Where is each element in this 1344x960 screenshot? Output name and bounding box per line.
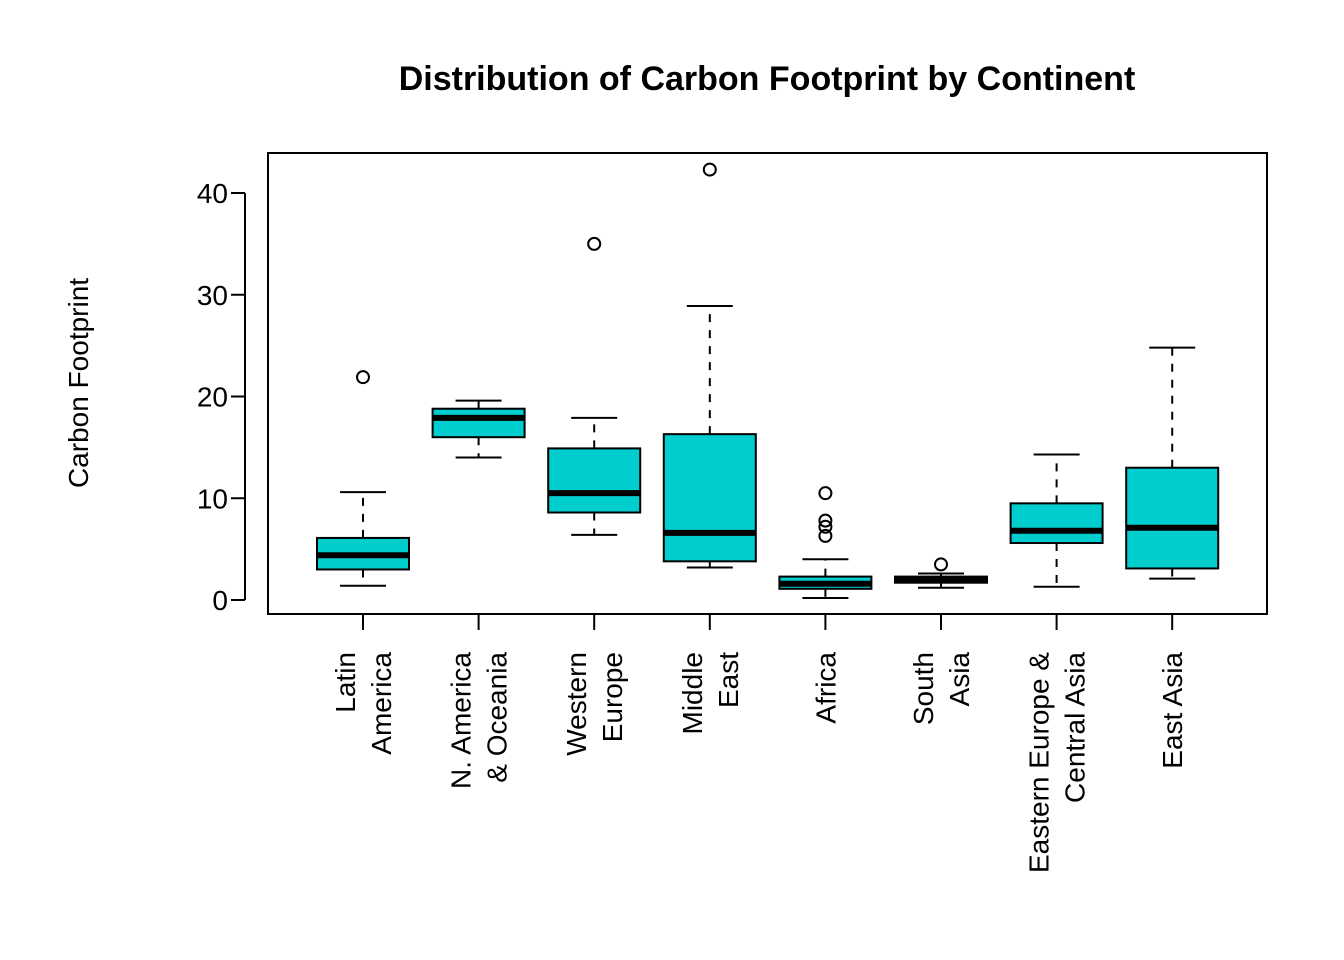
box-group — [547, 236, 642, 536]
box-group — [1125, 346, 1220, 580]
x-tick-label: & Oceania — [482, 652, 513, 783]
outlier-point — [818, 528, 833, 543]
y-tick-label: 0 — [212, 585, 228, 616]
x-tick-label: Europe — [597, 652, 628, 742]
box — [431, 407, 526, 439]
x-tick-label: Central Asia — [1060, 652, 1091, 803]
x-tick-label: East Asia — [1157, 652, 1188, 769]
box-group — [1009, 453, 1104, 588]
outlier-point — [587, 236, 602, 251]
box — [1125, 466, 1220, 570]
outlier-point — [818, 519, 833, 534]
box-group — [316, 370, 410, 587]
x-tick-label: Eastern Europe & — [1024, 652, 1055, 873]
x-tick-label: Asia — [944, 652, 975, 707]
box-group — [662, 162, 757, 569]
y-tick-label: 40 — [197, 178, 228, 209]
x-tick-label: Africa — [810, 652, 841, 724]
x-tick-label: America — [366, 652, 397, 755]
y-axis: 0 10 20 30 40 — [197, 178, 246, 616]
y-tick-label: 30 — [197, 280, 228, 311]
box — [1009, 502, 1104, 545]
x-tick-label: Latin — [330, 652, 361, 713]
outlier-point — [934, 557, 948, 572]
plot-frame — [267, 152, 1268, 615]
outlier-point — [818, 513, 833, 528]
y-tick-label: 20 — [197, 382, 228, 413]
x-tick-label: N. America — [446, 652, 477, 789]
x-tick-label: Middle — [677, 652, 708, 734]
boxes-group — [316, 162, 1220, 599]
box — [547, 447, 642, 514]
box-group — [894, 557, 988, 589]
y-axis-label: Carbon Footprint — [63, 278, 94, 488]
x-tick-label: East — [713, 652, 744, 708]
box-group — [431, 399, 526, 459]
outlier-point — [702, 162, 717, 177]
outlier-point — [356, 370, 370, 385]
box-group — [778, 486, 873, 599]
outlier-point — [818, 486, 833, 501]
box — [662, 433, 757, 563]
x-axis: Latin America N. America & Oceania Western Eu… — [330, 613, 1188, 873]
y-tick-label: 10 — [197, 483, 228, 514]
x-tick-label: Western — [561, 652, 592, 756]
x-tick-label: South — [908, 652, 939, 725]
chart-title: Distribution of Carbon Footprint by Cont… — [399, 60, 1136, 98]
